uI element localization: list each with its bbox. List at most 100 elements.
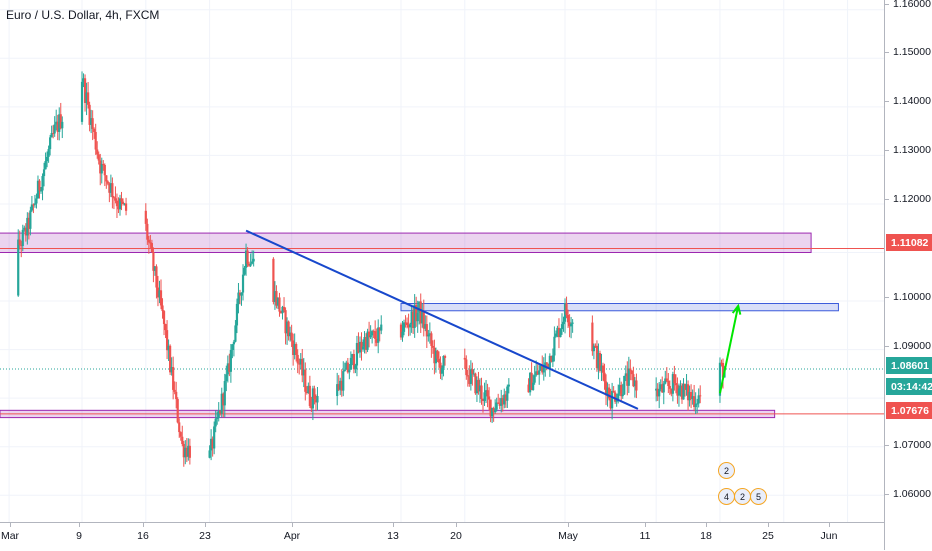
candle-up bbox=[44, 161, 47, 170]
candle-down bbox=[314, 399, 318, 403]
time-axis[interactable]: Mar 9 16 23 Apr 13 20 May 11 18 25 Jun bbox=[0, 522, 884, 551]
candle-down bbox=[468, 376, 471, 384]
candle-down bbox=[165, 330, 169, 351]
candle-down bbox=[301, 358, 304, 376]
event-badge-2[interactable]: 2 bbox=[734, 488, 751, 505]
candle-down bbox=[91, 118, 94, 129]
candle-down bbox=[172, 366, 175, 390]
candle-down bbox=[112, 197, 116, 199]
event-badge-top[interactable]: 2 bbox=[718, 462, 735, 479]
time-label-20: 20 bbox=[450, 530, 462, 542]
candle-up bbox=[500, 398, 503, 406]
time-tick-mark bbox=[143, 523, 144, 527]
event-badge-1[interactable]: 4 bbox=[718, 488, 735, 505]
candle-up bbox=[413, 304, 416, 328]
candle-down bbox=[474, 373, 477, 394]
candle-down bbox=[115, 200, 119, 207]
time-label-23: 23 bbox=[199, 530, 211, 542]
candle-down bbox=[83, 78, 87, 103]
candle-up bbox=[697, 395, 700, 404]
candle-down bbox=[24, 227, 27, 236]
candle-up bbox=[223, 381, 226, 406]
candle-down bbox=[360, 341, 363, 350]
candle-down bbox=[147, 239, 150, 243]
event-badge-3[interactable]: 5 bbox=[750, 488, 767, 505]
candle-up bbox=[273, 291, 277, 302]
candle-up bbox=[627, 368, 630, 386]
candle-down bbox=[550, 355, 553, 362]
candle-up bbox=[210, 438, 213, 451]
candle-down bbox=[340, 380, 343, 391]
projection-arrow bbox=[718, 305, 740, 394]
time-tick-mark bbox=[645, 523, 646, 527]
candle-down bbox=[150, 243, 153, 253]
candle-up bbox=[658, 389, 661, 397]
candle-down bbox=[337, 384, 340, 390]
candle-down bbox=[310, 405, 313, 409]
candle-up bbox=[691, 396, 694, 400]
candle-up bbox=[55, 121, 58, 125]
candle-up bbox=[677, 388, 681, 396]
candle-down bbox=[106, 181, 109, 184]
candle-up bbox=[434, 350, 438, 364]
candle-down bbox=[378, 327, 381, 331]
candle-down bbox=[557, 327, 561, 338]
candle-up bbox=[216, 417, 219, 419]
candle-up bbox=[243, 267, 246, 275]
candle-up bbox=[354, 365, 357, 370]
candle-up bbox=[58, 114, 61, 132]
candle-up bbox=[421, 311, 424, 324]
candle-up bbox=[551, 355, 554, 362]
candle-down bbox=[541, 365, 544, 373]
candle-up bbox=[35, 198, 38, 204]
resistance-price-badge: 1.11082 bbox=[886, 234, 932, 251]
candle-down bbox=[689, 392, 693, 400]
time-tick-mark bbox=[706, 523, 707, 527]
candle-up bbox=[428, 333, 431, 335]
candle-down bbox=[656, 388, 659, 397]
time-tick-mark bbox=[768, 523, 769, 527]
candle-up bbox=[225, 374, 228, 382]
candle-down bbox=[219, 410, 222, 414]
time-label-may: May bbox=[558, 530, 578, 542]
candle-down bbox=[164, 324, 167, 331]
candle-up bbox=[82, 78, 85, 82]
candle-up bbox=[213, 426, 216, 449]
price-tick-mark bbox=[885, 4, 889, 5]
chart-canvas[interactable]: Euro / U.S. Dollar, 4h, FXCM 2 4 2 5 bbox=[0, 0, 884, 522]
candle-down bbox=[298, 363, 301, 365]
price-axis[interactable]: 1.16000 1.15000 1.14000 1.13000 1.12000 … bbox=[884, 0, 932, 550]
candle-up bbox=[240, 292, 243, 296]
price-zone bbox=[400, 302, 839, 312]
candle-up bbox=[226, 363, 229, 375]
candle-up bbox=[39, 190, 43, 192]
candle-up bbox=[475, 379, 479, 394]
candle-down bbox=[94, 131, 97, 150]
candle-up bbox=[184, 447, 187, 458]
candle-down bbox=[275, 291, 278, 306]
candle-up bbox=[442, 355, 445, 368]
candle-up bbox=[402, 322, 406, 332]
candle-down bbox=[86, 92, 90, 105]
candle-down bbox=[547, 363, 550, 369]
candle-down bbox=[415, 304, 418, 322]
event-icons[interactable]: 2 4 2 5 bbox=[708, 462, 768, 522]
candle-up bbox=[597, 353, 600, 369]
candle-up bbox=[615, 400, 618, 402]
candle-up bbox=[90, 118, 93, 125]
candle-down bbox=[419, 301, 422, 324]
candle-down bbox=[699, 395, 702, 397]
candlestick-chart[interactable] bbox=[0, 0, 884, 522]
symbol-title[interactable]: Euro / U.S. Dollar, 4h, FXCM bbox=[6, 8, 160, 22]
candle-down bbox=[603, 372, 606, 382]
price-tick-mark bbox=[885, 101, 889, 102]
candle-up bbox=[617, 393, 620, 401]
candle-up bbox=[252, 258, 255, 262]
candle-up bbox=[621, 394, 624, 397]
candle-up bbox=[618, 384, 621, 394]
price-zone bbox=[0, 232, 812, 254]
candle-up bbox=[208, 450, 211, 458]
candle-down bbox=[481, 398, 485, 401]
candle-up bbox=[495, 402, 498, 410]
candle-down bbox=[594, 345, 597, 347]
